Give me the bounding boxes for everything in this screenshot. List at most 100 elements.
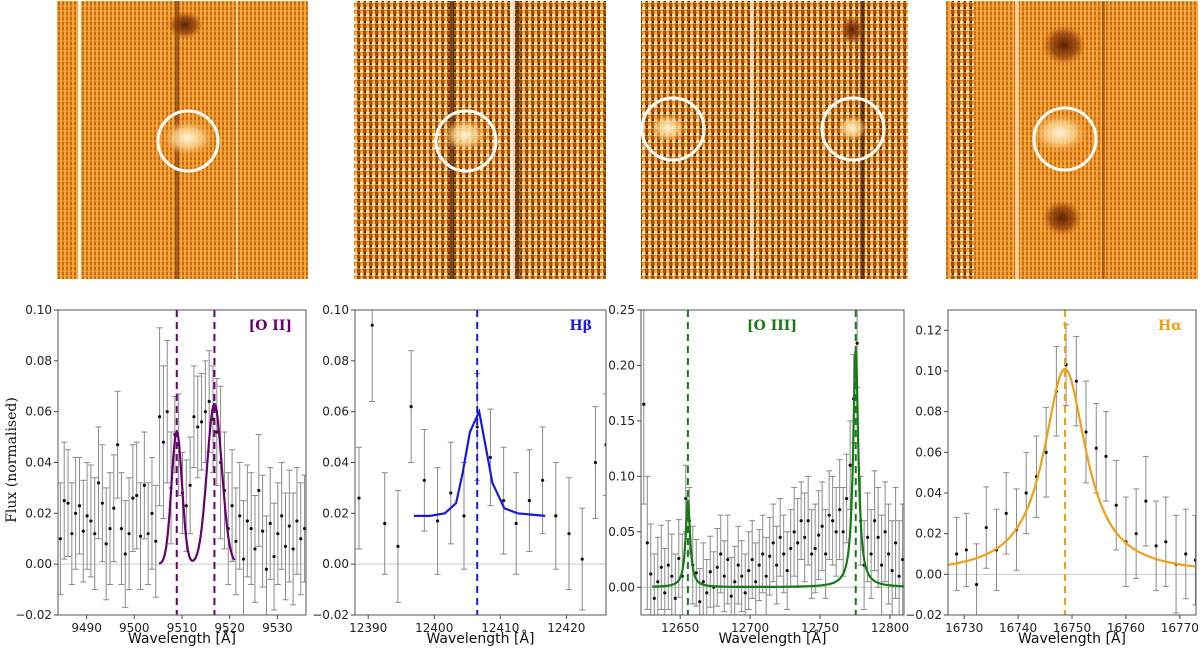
data-point <box>890 569 894 573</box>
x-tick-label: 9510 <box>167 621 198 635</box>
x-tick-label: 12650 <box>661 621 699 635</box>
data-point <box>799 519 803 523</box>
model-fit-line <box>413 408 546 517</box>
emission-line-label: Hβ <box>569 318 592 334</box>
data-point <box>409 404 413 409</box>
data-point <box>869 552 873 556</box>
data-point <box>241 557 246 561</box>
data-point <box>249 526 253 531</box>
y-tick-label: 0.06 <box>25 405 52 419</box>
data-point <box>1044 450 1048 454</box>
data-point <box>841 530 845 534</box>
x-tick-label: 12800 <box>871 621 909 635</box>
data-point <box>645 541 649 545</box>
data-point <box>268 521 272 526</box>
data-point <box>806 519 810 523</box>
data-point <box>135 493 139 498</box>
y-tick-label: 0.10 <box>322 303 349 317</box>
data-point <box>876 535 880 539</box>
stamp-oiii-stripe <box>750 1 754 279</box>
data-point <box>897 574 901 578</box>
stamp-oiii-aperture-circle <box>640 96 706 162</box>
y-tick-label: 0.08 <box>915 405 942 419</box>
data-point <box>85 514 89 518</box>
data-point <box>708 570 712 574</box>
y-tick-label: 0.00 <box>608 580 635 594</box>
stamp-halpha-stripe <box>1015 1 1019 279</box>
data-point <box>883 530 887 534</box>
data-point <box>184 504 188 508</box>
y-tick-label: 0.00 <box>25 557 52 571</box>
stamp-halpha-stripe-region <box>950 1 974 279</box>
data-point <box>764 574 768 578</box>
data-point <box>62 499 66 503</box>
y-tick-label: 0.04 <box>915 486 942 500</box>
data-point <box>684 496 688 501</box>
data-point <box>820 524 824 528</box>
stamp-hbeta <box>354 1 606 279</box>
y-tick-label: 0.20 <box>608 358 635 372</box>
stamp-oii-aperture-circle <box>156 109 220 173</box>
data-point <box>743 591 747 595</box>
y-tick-label: 0.05 <box>608 525 635 539</box>
stamp-oiii-stripe <box>860 1 865 279</box>
data-point <box>146 532 150 536</box>
y-tick-label: 0.04 <box>25 456 52 470</box>
data-point <box>77 504 82 508</box>
data-point <box>96 481 101 485</box>
data-point <box>1164 540 1168 544</box>
data-point <box>488 455 493 460</box>
stamp-oii-source <box>162 120 214 156</box>
data-point <box>984 525 988 530</box>
data-point <box>778 535 782 539</box>
model-fit-line <box>158 402 236 565</box>
x-tick-label: 12390 <box>349 621 387 635</box>
data-point <box>754 580 758 584</box>
data-point <box>677 556 681 561</box>
data-point <box>803 535 807 539</box>
x-axis-label: Wavelength [Å] <box>128 630 236 647</box>
data-point <box>215 430 219 434</box>
y-tick-label: 0.00 <box>322 557 349 571</box>
data-point <box>1084 430 1088 434</box>
data-point <box>199 420 204 424</box>
data-point <box>848 463 852 467</box>
x-axis-label: Wavelength [Å] <box>718 630 826 647</box>
data-point <box>127 532 131 536</box>
data-point <box>722 574 726 578</box>
data-point <box>817 533 821 537</box>
data-point <box>768 554 772 558</box>
data-point <box>736 563 740 567</box>
spectrum-panel-3: 12650 12700 12750 12800 0.00 0.05 0.10 0.15 0.20… <box>608 303 909 647</box>
data-point <box>131 496 135 500</box>
data-point <box>810 552 814 556</box>
y-tick-label: 0.15 <box>608 414 635 428</box>
data-point <box>150 511 154 515</box>
stamp-oiii-source <box>837 115 867 141</box>
axes-frame <box>640 309 905 616</box>
data-point <box>642 402 646 406</box>
stamp-hbeta-source <box>443 118 487 152</box>
spectrum-panels: 9490 9500 9510 9520 9530 −0.02 0.00 0.02 0.04 0.0… <box>15 303 1199 647</box>
y-tick-label: 0.06 <box>915 445 942 459</box>
y-tick-label: 0.04 <box>322 456 349 470</box>
stamp-halpha <box>946 1 1198 279</box>
y-tick-label: 0.25 <box>608 303 635 317</box>
data-point <box>462 514 466 518</box>
data-point <box>123 552 127 556</box>
y-tick-label: 0.12 <box>915 323 942 337</box>
data-point <box>580 557 584 561</box>
data-point <box>789 546 793 551</box>
model-fit-line <box>948 367 1196 568</box>
emission-line-label: [O III] <box>747 318 797 334</box>
x-tick-label: 9500 <box>119 621 150 635</box>
error-bar <box>603 393 606 497</box>
stamp-hbeta-stripe <box>516 1 519 279</box>
data-point <box>502 499 506 503</box>
spectrum-panel-4: 16730 16740 16750 16760 16770 −0.02 0.00 0.02 0.… <box>905 309 1199 647</box>
stamp-halpha-stripe <box>1102 1 1105 279</box>
y-tick-label: −0.02 <box>15 608 52 622</box>
data-point <box>771 541 775 545</box>
x-tick-label: 16760 <box>1107 621 1145 635</box>
data-point <box>280 514 284 518</box>
